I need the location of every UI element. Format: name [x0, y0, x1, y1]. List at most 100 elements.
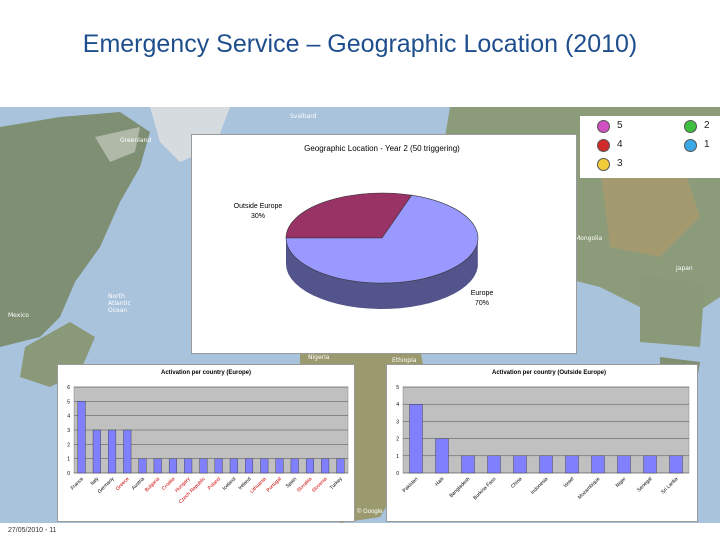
- bar-eu-category-label: Slovenia: [311, 476, 329, 494]
- pie-pct-europe: 70%: [475, 300, 489, 307]
- europe-chart-title: Activation per country (Europe): [161, 370, 251, 376]
- bar-eu-bar: [245, 458, 254, 474]
- outside-europe-bar-chart-panel: Activation per country (Outside Europe) …: [386, 364, 698, 522]
- map-label-svalbard: Svalbard: [290, 113, 317, 120]
- bar-out-category-label: China: [510, 476, 524, 490]
- slide-footer: 27/05/2010 - 11: [8, 527, 57, 534]
- bar-eu-ytick-label: 2: [67, 442, 70, 448]
- bar-eu-category-label: Iceland: [222, 476, 238, 492]
- bar-eu-bar: [77, 401, 86, 474]
- bar-eu-bar: [260, 458, 269, 474]
- pie-side-europe: [286, 238, 478, 309]
- bar-eu-bar: [305, 458, 314, 474]
- bar-eu-ytick-label: 3: [67, 428, 70, 434]
- legend-dot-1: [684, 139, 697, 152]
- bar-eu-bar: [108, 429, 117, 474]
- legend-dot-3: [597, 158, 610, 171]
- bar-out-category-label: Bangladesh: [448, 476, 471, 499]
- bar-out-bar: [487, 455, 501, 474]
- europe-bar-chart-panel: Activation per country (Europe) 0 1 2 3 4 5 6 F…: [57, 364, 355, 522]
- bar-eu-category-label: Italy: [90, 476, 101, 487]
- pie-pct-outside-europe: 30%: [251, 213, 265, 220]
- legend-dot-2: [684, 120, 697, 133]
- bar-out-bar: [409, 404, 423, 474]
- legend-label-2: 2: [704, 120, 710, 131]
- legend-label-5: 5: [617, 120, 623, 131]
- bar-out-ytick-label: 4: [396, 402, 399, 408]
- bar-out-bar: [539, 455, 553, 474]
- pie-slice-outside-europe: [285, 192, 413, 239]
- pie-chart-panel: Geographic Location - Year 2 (50 trigger…: [191, 134, 577, 354]
- bar-eu-ytick-label: 0: [67, 471, 70, 477]
- outside-europe-chart-title: Activation per country (Outside Europe): [492, 370, 606, 376]
- bar-out-ytick-label: 0: [396, 471, 399, 477]
- bar-eu-category-label: Portugal: [266, 476, 283, 493]
- bar-eu-category-label: Bulgaria: [144, 476, 161, 493]
- pie-chart: Geographic Location - Year 2 (50 trigger…: [234, 144, 494, 309]
- bar-eu-ytick-label: 4: [67, 414, 70, 420]
- bar-eu-category-label: France: [70, 476, 85, 491]
- bar-out-category-label: Mozambique: [577, 476, 602, 501]
- bar-eu-bar: [138, 458, 147, 474]
- pie-chart-title: Geographic Location - Year 2 (50 trigger…: [304, 144, 460, 153]
- bar-out-bar: [461, 455, 475, 474]
- bar-eu-ytick-label: 1: [67, 457, 70, 463]
- bar-out-ytick-label: 5: [396, 385, 399, 391]
- legend-label-1: 1: [704, 139, 710, 150]
- bar-eu-bar: [229, 458, 238, 474]
- bar-out-bar: [643, 455, 657, 474]
- bar-eu-bar: [184, 458, 193, 474]
- bar-eu-ytick-label: 6: [67, 385, 70, 391]
- bar-out-category-label: Indonesia: [530, 476, 550, 496]
- legend-dot-5: [597, 120, 610, 133]
- map-label-greenland: Greenland: [120, 137, 152, 144]
- map-label-nigeria: Nigeria: [308, 354, 330, 361]
- bar-out-category-label: Sri Lanka: [660, 476, 679, 495]
- bar-out-category-label: Israel: [563, 476, 576, 489]
- bar-out-bar: [565, 455, 579, 474]
- bar-out-category-label: Pakistan: [402, 476, 420, 494]
- pie-label-europe: Europe: [471, 290, 494, 297]
- legend-label-4: 4: [617, 139, 623, 150]
- bar-eu-category-label: Germany: [97, 476, 116, 495]
- bar-eu-category-label: Greece: [115, 476, 131, 492]
- bar-eu-category-label: Turkey: [329, 476, 344, 491]
- bar-out-bar: [617, 455, 631, 474]
- bar-eu-bar: [275, 458, 284, 474]
- bar-out-ytick-label: 1: [396, 454, 399, 460]
- map-label-japan: Japan: [676, 265, 693, 272]
- bar-out-category-label: Niger: [615, 476, 628, 489]
- bar-out-category-label: Senegal: [636, 476, 653, 493]
- bar-eu-bar: [214, 458, 223, 474]
- bar-eu-ytick-label: 5: [67, 399, 70, 405]
- bar-out-bar: [513, 455, 527, 474]
- bar-out-bar: [435, 438, 449, 474]
- map-legend: 5 2 4 1 3: [580, 116, 720, 178]
- bar-eu-bar: [199, 458, 208, 474]
- europe-bar-chart: Activation per country (Europe) 0 1 2 3 4 5 6 F…: [67, 370, 349, 505]
- pie-slice-europe: [285, 194, 479, 284]
- bar-out-ytick-label: 3: [396, 419, 399, 425]
- map-label-ethiopia: Ethiopia: [392, 357, 417, 364]
- legend-label-3: 3: [617, 158, 623, 169]
- bar-eu-bar: [123, 429, 132, 474]
- bar-eu-category-label: Spain: [285, 476, 298, 489]
- map-label-mongolia: Mongolia: [575, 235, 603, 242]
- bar-eu-bar: [153, 458, 162, 474]
- bar-out-ytick-label: 2: [396, 437, 399, 443]
- bar-out-category-label: Burkina Faso: [472, 476, 497, 501]
- map-label-atlantic: North Atlantic Ocean: [108, 293, 131, 314]
- map-credit: © Google: [357, 509, 383, 515]
- pie-label-outside-europe: Outside Europe: [234, 203, 283, 210]
- bar-eu-category-label: Lithuania: [249, 476, 268, 495]
- bar-eu-bar: [321, 458, 330, 474]
- bar-eu-bar: [168, 458, 177, 474]
- bar-eu-bar: [290, 458, 299, 474]
- bar-eu-category-label: Poland: [207, 476, 222, 491]
- legend-dot-4: [597, 139, 610, 152]
- outside-europe-bar-chart: Activation per country (Outside Europe) …: [396, 370, 690, 501]
- bar-eu-bar: [336, 458, 345, 474]
- bar-out-bar: [669, 455, 683, 474]
- slide-title: Emergency Service – Geographic Location …: [82, 30, 638, 58]
- bar-out-bar: [591, 455, 605, 474]
